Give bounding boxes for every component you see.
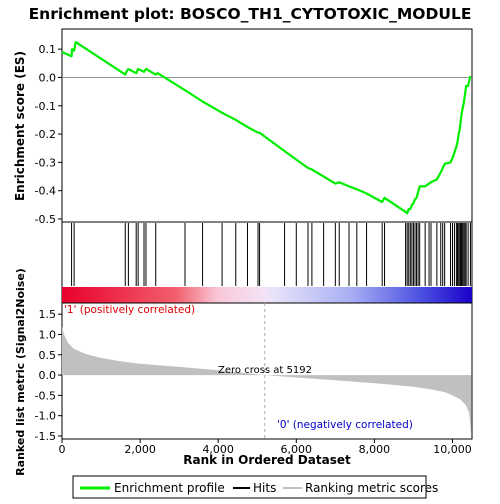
- legend: Enrichment profile Hits Ranking metric s…: [72, 475, 438, 499]
- hits-panel: [61, 221, 473, 304]
- es-y-axis-label: Enrichment score (ES): [13, 51, 27, 201]
- x-tick-label: 0: [59, 443, 66, 456]
- metric-panel: 1.5 1.0 0.5 0.0 -0.5 -1.0 -1.5 0 2,000 4,000 6,00…: [14, 268, 473, 476]
- ranking-metric-area: [62, 326, 472, 433]
- hits-layer: [71, 223, 471, 286]
- positive-correlation-label: '1' (positively correlated): [64, 304, 195, 316]
- metric-x-axis: 0 2,000 4,000 6,000 8,000 10,000: [59, 439, 472, 456]
- es-y-tick-label: -0.3: [35, 156, 56, 169]
- metric-y-axis: 1.5 1.0 0.5 0.0 -0.5 -1.0 -1.5: [35, 308, 62, 443]
- es-y-axis: 0.1 0.0 -0.1 -0.2 -0.3 -0.4 -0.5: [35, 43, 62, 226]
- legend-label-hits: Hits: [253, 481, 276, 495]
- metric-y-tick-label: 0.0: [39, 369, 57, 382]
- metric-y-tick-label: 1.5: [39, 308, 57, 321]
- es-y-tick-label: -0.2: [35, 128, 56, 141]
- legend-label-ranking-metric: Ranking metric scores: [305, 481, 438, 495]
- x-axis-label: Rank in Ordered Dataset: [183, 453, 351, 467]
- es-y-tick-label: -0.1: [35, 100, 56, 113]
- metric-y-tick-label: -1.5: [35, 430, 56, 443]
- ranked-list-colorbar: [62, 287, 472, 303]
- enrichment-profile-line: [61, 40, 472, 215]
- x-tick-label: 10,000: [433, 443, 472, 456]
- legend-label-enrichment-profile: Enrichment profile: [114, 481, 225, 495]
- metric-y-axis-label: Ranked list metric (Signal2Noise): [14, 268, 27, 476]
- metric-y-tick-label: -1.0: [35, 410, 56, 423]
- es-y-tick-label: 0.0: [39, 71, 57, 84]
- metric-y-tick-label: -0.5: [35, 389, 56, 402]
- x-tick-label: 8,000: [359, 443, 391, 456]
- es-panel: 0.1 0.0 -0.1 -0.2 -0.3 -0.4 -0.5 Enrichment sc…: [13, 28, 473, 226]
- x-tick-label: 2,000: [124, 443, 156, 456]
- x-tick-label: 6,000: [281, 443, 313, 456]
- chart-title: Enrichment plot: BOSCO_TH1_CYTOTOXIC_MOD…: [29, 5, 472, 23]
- metric-y-tick-label: 0.5: [39, 349, 57, 362]
- zero-cross-annotation: Zero cross at 5192: [218, 365, 312, 376]
- es-panel-frame: [61, 28, 473, 223]
- es-line-layer: [61, 40, 472, 215]
- negative-correlation-label: '0' (negatively correlated): [277, 419, 413, 431]
- metric-layer: [62, 326, 472, 433]
- x-tick-label: 4,000: [202, 443, 234, 456]
- es-y-tick-label: -0.5: [35, 213, 56, 226]
- metric-y-tick-label: 1.0: [39, 328, 57, 341]
- es-y-tick-label: 0.1: [39, 43, 57, 56]
- es-y-tick-label: -0.4: [35, 185, 56, 198]
